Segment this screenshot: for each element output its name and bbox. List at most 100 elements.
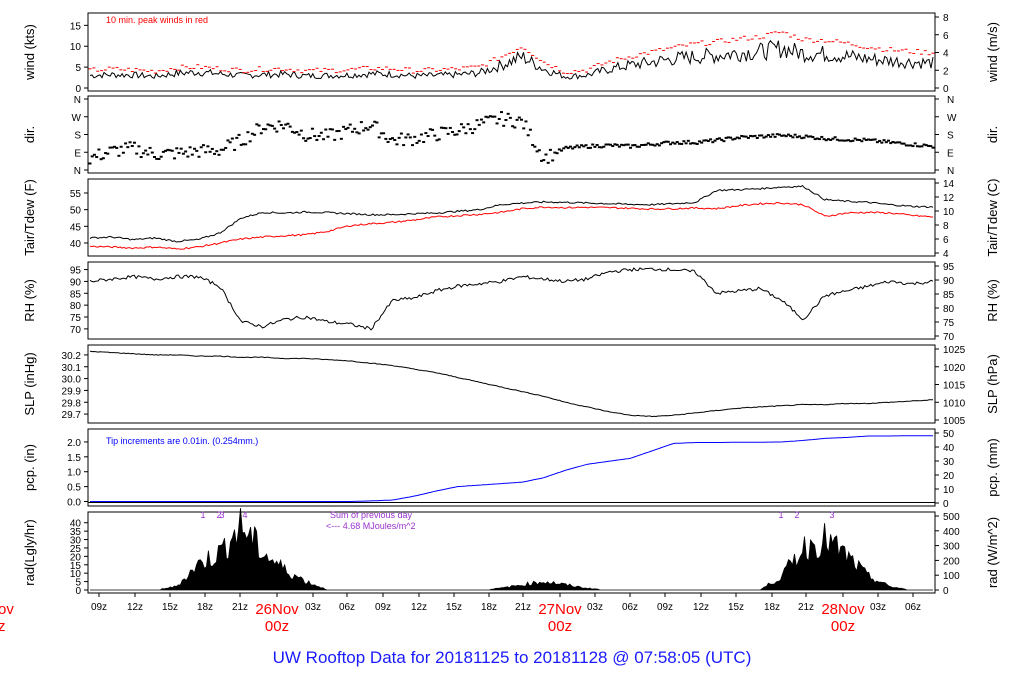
direction-mark [328,128,332,131]
radiation-sum-note: Sum of previous day [330,510,413,520]
direction-mark [740,134,744,137]
direction-mark [473,128,477,131]
direction-mark [591,143,595,146]
direction-mark [112,145,116,148]
direction-mark [595,143,599,146]
tip-increment-note: Tip increments are 0.01in. (0.254mm.) [106,436,258,446]
date-hour-label: 00z [265,618,289,635]
direction-mark [555,152,559,155]
direction-mark [110,146,114,149]
y2-axis-label: RH (%) [985,279,1000,322]
direction-mark [729,136,733,139]
y-tick-label: 10 [70,569,82,580]
direction-mark [119,145,123,148]
direction-mark [791,136,795,139]
direction-mark [310,127,314,130]
direction-mark [477,123,481,126]
direction-mark [382,132,386,135]
y2-tick-label: 2 [943,66,949,77]
direction-mark [733,137,737,140]
direction-mark [735,136,739,139]
precip-line [90,435,933,502]
direction-mark [697,140,701,143]
y2-tick-label: W [947,113,957,124]
y2-tick-label: 10 [943,207,955,218]
direction-mark [513,126,517,129]
direction-mark [677,142,681,145]
direction-mark [604,143,608,146]
direction-mark [524,120,528,123]
panel-frame [87,511,936,594]
y-tick-label: 15 [70,561,82,572]
direction-mark [873,138,877,141]
y-tick-label: 50 [70,206,82,217]
y2-axis-label: SLP (hPa) [985,354,1000,414]
direction-mark [706,139,710,142]
direction-mark [166,148,170,151]
direction-mark [115,146,119,149]
direction-mark [811,136,815,139]
direction-mark [333,138,337,141]
direction-mark [397,136,401,139]
direction-mark [858,138,862,141]
direction-mark [130,144,134,147]
y-tick-label: 30 [70,536,82,547]
direction-mark [201,144,205,147]
direction-mark [775,133,779,136]
direction-mark [157,158,161,161]
direction-mark [568,145,572,148]
direction-mark [411,144,415,147]
direction-mark [913,142,917,145]
direction-mark [582,145,586,148]
direction-mark [219,148,223,151]
direction-mark [802,136,806,139]
y2-tick-label: E [947,148,954,159]
y2-tick-label: 50 [943,429,955,440]
direction-mark [693,142,697,145]
clipped-date-label: ov [0,601,14,618]
x-tick-label: 21z [798,602,814,613]
direction-mark [744,135,748,138]
direction-mark [275,130,279,133]
direction-mark [384,137,388,140]
y-tick-label: 10 [70,42,82,53]
y2-tick-label: 500 [943,512,960,523]
radiation-sum-value: <--- 4.68 MJoules/m^2 [326,521,416,531]
direction-mark [615,143,619,146]
direction-mark [927,144,931,147]
radiation-area [90,508,933,591]
y2-tick-label: 12 [943,193,955,204]
direction-mark [246,131,250,134]
direction-mark [680,142,684,145]
direction-mark [433,134,437,137]
y-tick-label: W [72,113,82,124]
x-axis: 09z 12z 15z 18z 21z 26Nov 03z 06z 09z 12z 15z 18z 21… [0,593,921,635]
direction-mark [108,146,112,149]
direction-mark [388,138,392,141]
direction-mark [751,135,755,138]
y2-tick-label: 1015 [943,381,966,392]
direction-mark [373,120,377,123]
direction-mark [499,111,503,114]
direction-mark [691,142,695,145]
direction-mark [597,146,601,149]
direction-mark [631,144,635,147]
direction-mark [760,134,764,137]
y2-tick-label: 6 [943,235,949,246]
direction-mark [862,137,866,140]
direction-mark [602,145,606,148]
y-tick-label: E [74,148,81,159]
date-label: 28Nov [821,601,865,618]
direction-mark [624,143,628,146]
direction-mark [804,134,808,137]
direction-mark [302,137,306,140]
direction-mark [575,144,579,147]
direction-mark [880,141,884,144]
direction-mark [878,139,882,142]
direction-mark [782,134,786,137]
direction-mark [235,136,239,139]
y2-tick-label: 0 [943,84,949,95]
x-tick-label: 18z [481,602,497,613]
direction-mark [464,132,468,135]
